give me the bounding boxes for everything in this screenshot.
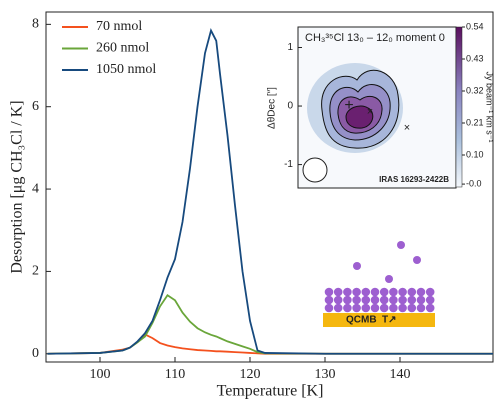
inset-y-tick-label: 0 bbox=[287, 101, 293, 112]
molecule bbox=[413, 256, 421, 264]
molecule bbox=[425, 287, 435, 297]
molecule bbox=[416, 287, 426, 297]
inset-y-tick-label: 1 bbox=[287, 42, 293, 53]
x-tick-label: 130 bbox=[315, 367, 336, 382]
colorbar-tick-label: 0.54 bbox=[466, 21, 484, 31]
line bbox=[47, 28, 493, 355]
inset-y-label: ΔθDec [″] bbox=[267, 87, 278, 129]
molecule bbox=[379, 303, 389, 313]
molecule bbox=[416, 303, 426, 313]
x-axis-label: Temperature [K] bbox=[217, 383, 324, 400]
inset-title: CH₃³⁵Cl 13₀ – 12₀ moment 0 bbox=[305, 32, 445, 44]
molecule bbox=[398, 295, 407, 305]
inset-y-tick-label: -1 bbox=[284, 159, 293, 170]
y-tick-label: 2 bbox=[32, 264, 39, 279]
molecule bbox=[333, 303, 343, 313]
x-tick-label: 120 bbox=[240, 367, 261, 382]
temperature-label: T↗ bbox=[382, 315, 397, 326]
inset: + × × CH₃³⁵Cl 13₀ – 12₀ moment 0 IRAS 16… bbox=[267, 21, 495, 189]
molecule bbox=[370, 287, 380, 297]
molecule bbox=[333, 295, 343, 305]
legend-label: 70 nmol bbox=[96, 19, 142, 34]
y-tick-label: 4 bbox=[32, 181, 39, 196]
molecule bbox=[324, 295, 334, 305]
legend-label: 260 nmol bbox=[96, 41, 149, 56]
x-tick-label: 140 bbox=[390, 367, 411, 382]
colorbar bbox=[455, 26, 463, 188]
x-tick-label: 110 bbox=[165, 367, 185, 382]
qcmb bbox=[323, 313, 435, 327]
legend-label: 1050 nmol bbox=[96, 62, 156, 77]
marker: × bbox=[367, 106, 373, 118]
colorbar-tick-label: 0.10 bbox=[466, 149, 484, 159]
molecule bbox=[407, 303, 417, 313]
molecule bbox=[343, 287, 352, 297]
molecule bbox=[398, 303, 407, 313]
molecule bbox=[389, 303, 398, 313]
molecule bbox=[324, 287, 334, 297]
marker: + bbox=[344, 97, 353, 114]
colorbar-label: Jy beam⁻¹ km s⁻¹ bbox=[485, 71, 495, 142]
molecule bbox=[407, 295, 417, 305]
colorbar-tick-label: 0.21 bbox=[466, 117, 484, 127]
molecule bbox=[361, 295, 371, 305]
molecule bbox=[407, 287, 417, 297]
molecule bbox=[343, 295, 352, 305]
qcmb-label: QCMB bbox=[346, 315, 377, 326]
y-tick-label: 8 bbox=[32, 17, 39, 32]
y-axis-label: Desorption [μg CH₃Cl / K] bbox=[9, 100, 26, 273]
molecule bbox=[398, 287, 407, 297]
molecule bbox=[353, 262, 361, 270]
molecule bbox=[379, 287, 389, 297]
molecule bbox=[361, 303, 371, 313]
molecule bbox=[379, 295, 389, 305]
plot-frame bbox=[45, 11, 494, 363]
molecule bbox=[425, 303, 435, 313]
molecule bbox=[361, 287, 371, 297]
molecule bbox=[385, 275, 393, 283]
molecule bbox=[416, 295, 426, 305]
molecule bbox=[425, 295, 435, 305]
beam bbox=[302, 157, 328, 183]
molecule bbox=[370, 303, 380, 313]
molecule bbox=[333, 287, 343, 297]
marker: × bbox=[404, 122, 410, 134]
y-tick-label: 6 bbox=[32, 99, 39, 114]
molecule bbox=[397, 241, 405, 249]
molecule bbox=[352, 295, 361, 305]
molecule bbox=[343, 303, 352, 313]
molecule bbox=[389, 295, 398, 305]
colorbar-tick-label: 0.32 bbox=[466, 85, 484, 95]
colorbar-tick-label: -0.0 bbox=[466, 178, 482, 188]
contour bbox=[345, 105, 374, 129]
molecule bbox=[370, 295, 380, 305]
molecule bbox=[324, 303, 334, 313]
colorbar-tick-label: 0.43 bbox=[466, 53, 484, 63]
x-tick-label: 100 bbox=[90, 367, 111, 382]
inset-source: IRAS 16293-2422B bbox=[379, 175, 449, 184]
molecule bbox=[389, 287, 398, 297]
molecule bbox=[352, 303, 361, 313]
molecule bbox=[352, 287, 361, 297]
y-tick-label: 0 bbox=[32, 346, 39, 361]
